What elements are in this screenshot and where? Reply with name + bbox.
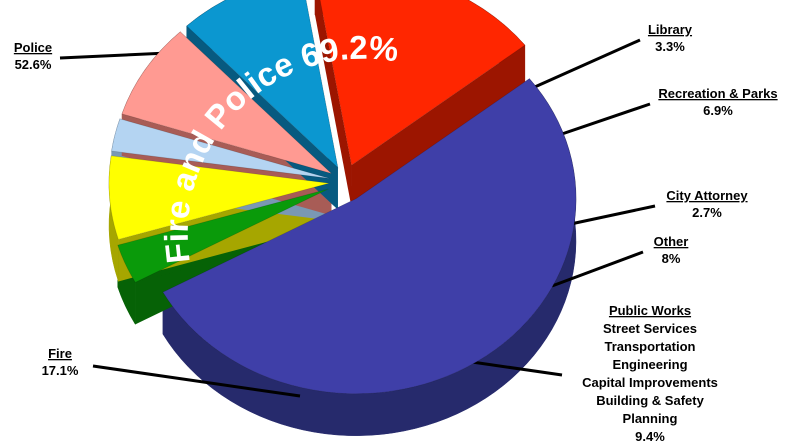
city-attorney-leader-line [565,204,656,227]
public-works-sub-item: Capital Improvements [582,375,718,390]
fire-slice-wall-1 [351,45,525,208]
pie-slices [108,0,577,395]
police-value-label: 52.6% [15,57,52,72]
public-works-sub-item: Transportation [604,339,695,354]
police-slice [162,78,577,395]
other-value-label: 8% [662,251,681,266]
public-works-leader-line [471,360,563,377]
public-works-value-label: 9.4% [635,429,665,444]
recreation-parks-label: Recreation & Parks [658,86,777,101]
public-works-sub-item: Engineering [612,357,687,372]
police-label: Police [14,40,52,55]
other-label: Other [654,234,689,249]
library-slice [117,188,329,283]
other-leader-line [551,250,644,288]
fire-value-label: 17.1% [42,363,79,378]
other-slice [121,31,332,174]
city-attorney-slice [111,118,330,179]
recreation-parks-slice [108,155,330,240]
slice-labels: Police 52.6% Library 3.3% Recreation & Parks… [14,22,778,444]
recreation-parks-value-label: 6.9% [703,103,733,118]
public-works-label: Public Works [609,303,691,318]
city-attorney-label: City Attorney [666,188,748,203]
library-value-label: 3.3% [655,39,685,54]
public-works-sub-item: Planning [623,411,678,426]
fire-slice [319,0,526,166]
public-works-sub-item: Building & Safety [596,393,704,408]
city-attorney-value-label: 2.7% [692,205,722,220]
fire-slice-wall-0 [314,0,352,208]
public-works-sub-item: Street Services [603,321,697,336]
recreation-parks-leader-line [555,102,651,138]
public-works-slice [186,0,339,169]
fire-leader-line [92,364,301,398]
fire-label: Fire [48,346,72,361]
library-leader-line [527,38,641,92]
library-label: Library [648,22,693,37]
